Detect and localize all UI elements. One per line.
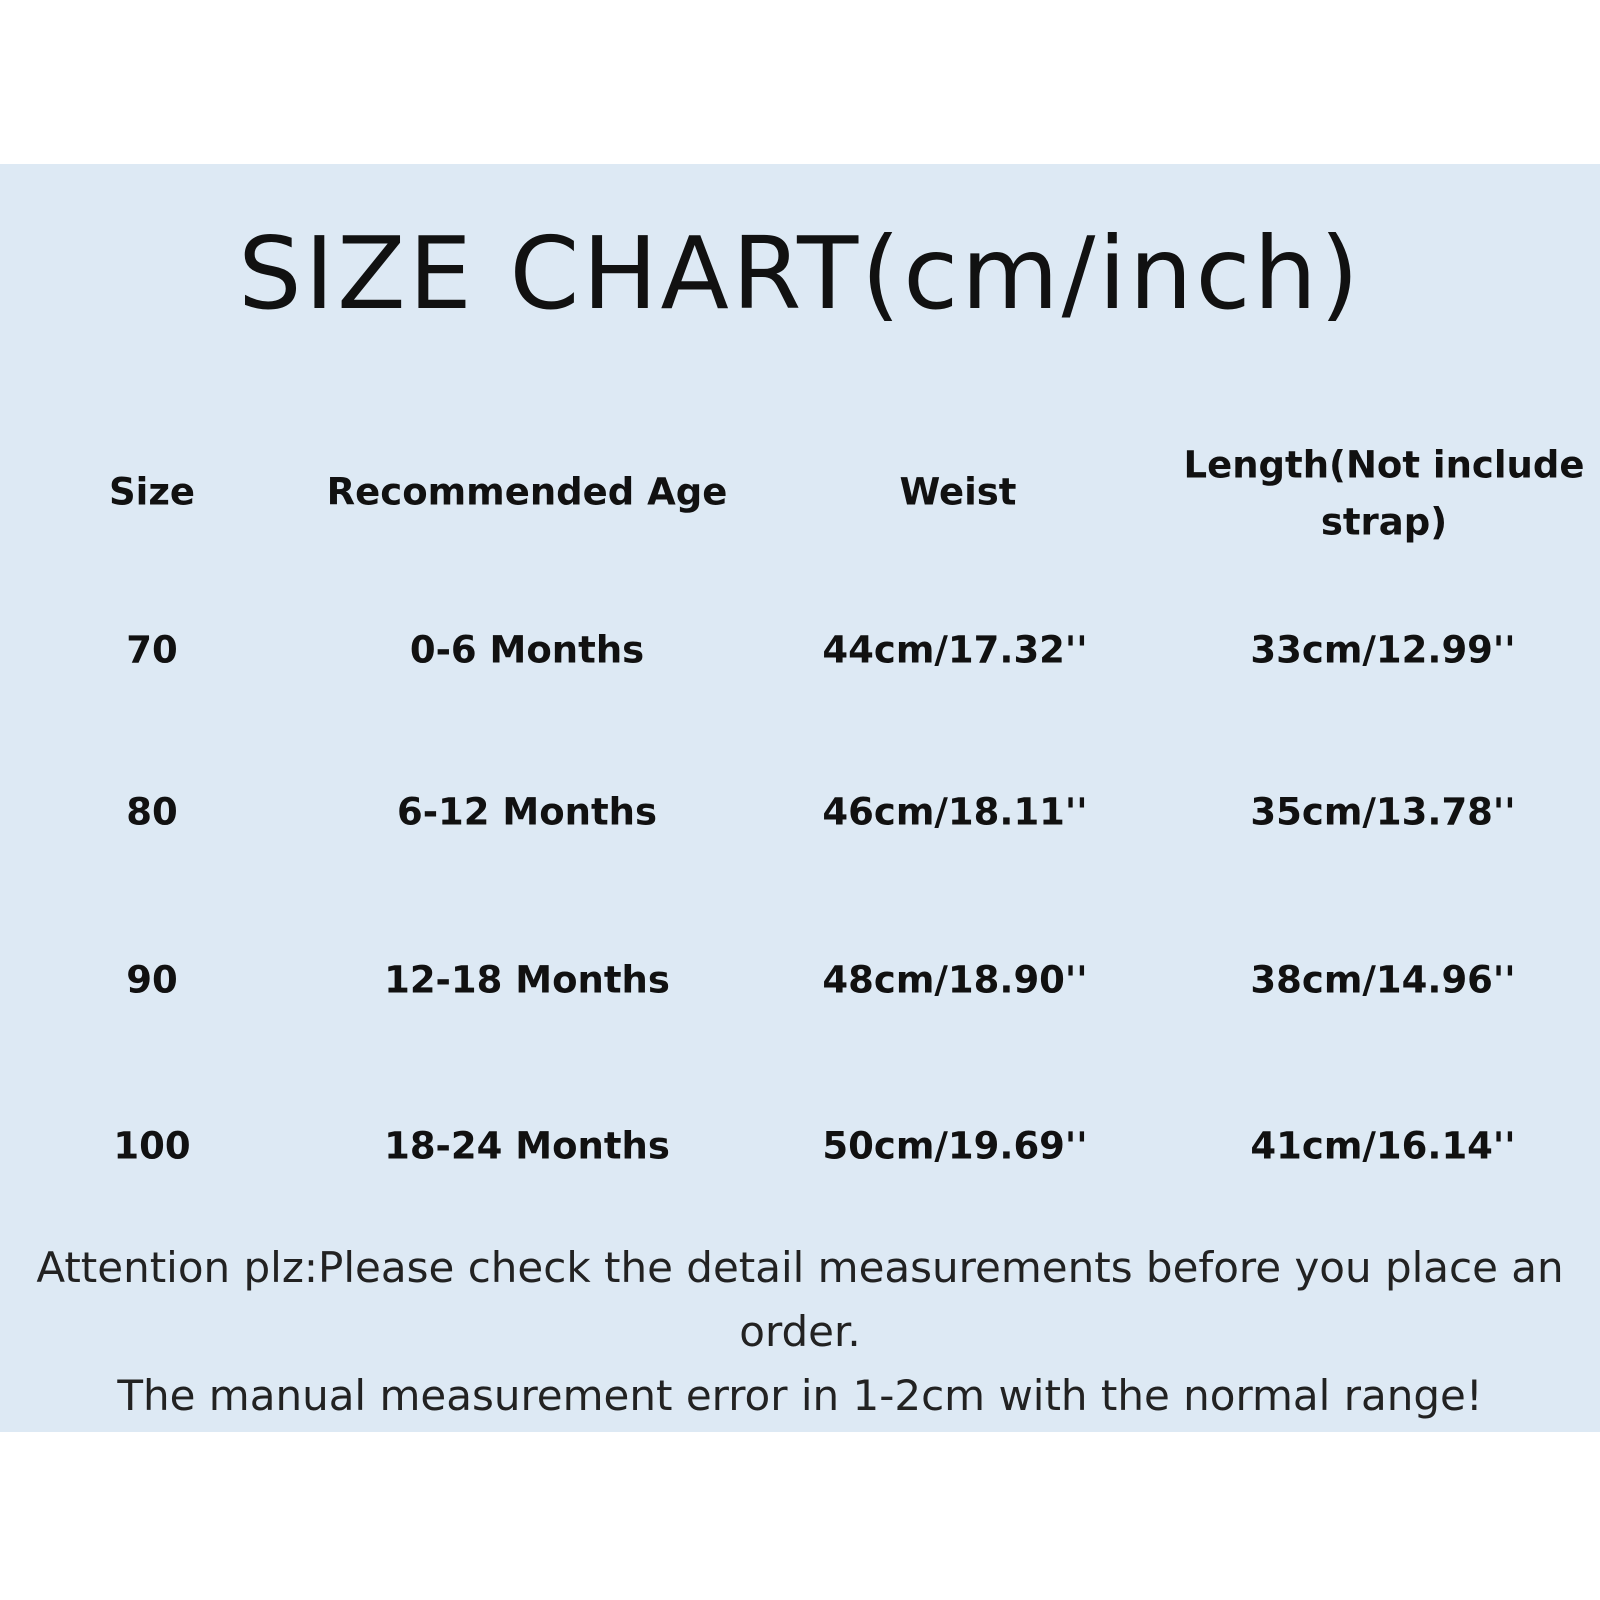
cell-age: 18-24 Months [384,1124,670,1168]
footer-line-1: Attention plz:Please check the detail me… [36,1243,1564,1292]
cell-size: 70 [126,628,178,672]
cell-size: 100 [113,1124,191,1168]
cell-length: 35cm/13.78'' [1250,790,1516,834]
footer-line-3: The manual measurement error in 1-2cm wi… [117,1371,1483,1420]
cell-length: 33cm/12.99'' [1250,628,1516,672]
header-age: Recommended Age [326,470,728,514]
cell-waist: 48cm/18.90'' [822,958,1088,1002]
page-title: SIZE CHART(cm/inch) [238,215,1362,332]
cell-length: 38cm/14.96'' [1250,958,1516,1002]
cell-age: 6-12 Months [396,790,658,834]
cell-waist: 50cm/19.69'' [822,1124,1088,1168]
cell-age: 12-18 Months [384,958,670,1002]
cell-waist: 46cm/18.11'' [822,790,1088,834]
cell-waist: 44cm/17.32'' [822,628,1088,672]
header-waist: Weist [899,470,1017,514]
header-length-cont: strap) [1320,500,1448,544]
cell-size: 80 [126,790,178,834]
cell-size: 90 [126,958,178,1002]
cell-age: 0-6 Months [409,628,645,672]
footer-line-2: order. [739,1307,861,1356]
header-length: Length(Not include [1183,443,1585,487]
size-chart-panel [0,164,1600,1432]
header-size: Size [109,470,195,514]
cell-length: 41cm/16.14'' [1250,1124,1516,1168]
